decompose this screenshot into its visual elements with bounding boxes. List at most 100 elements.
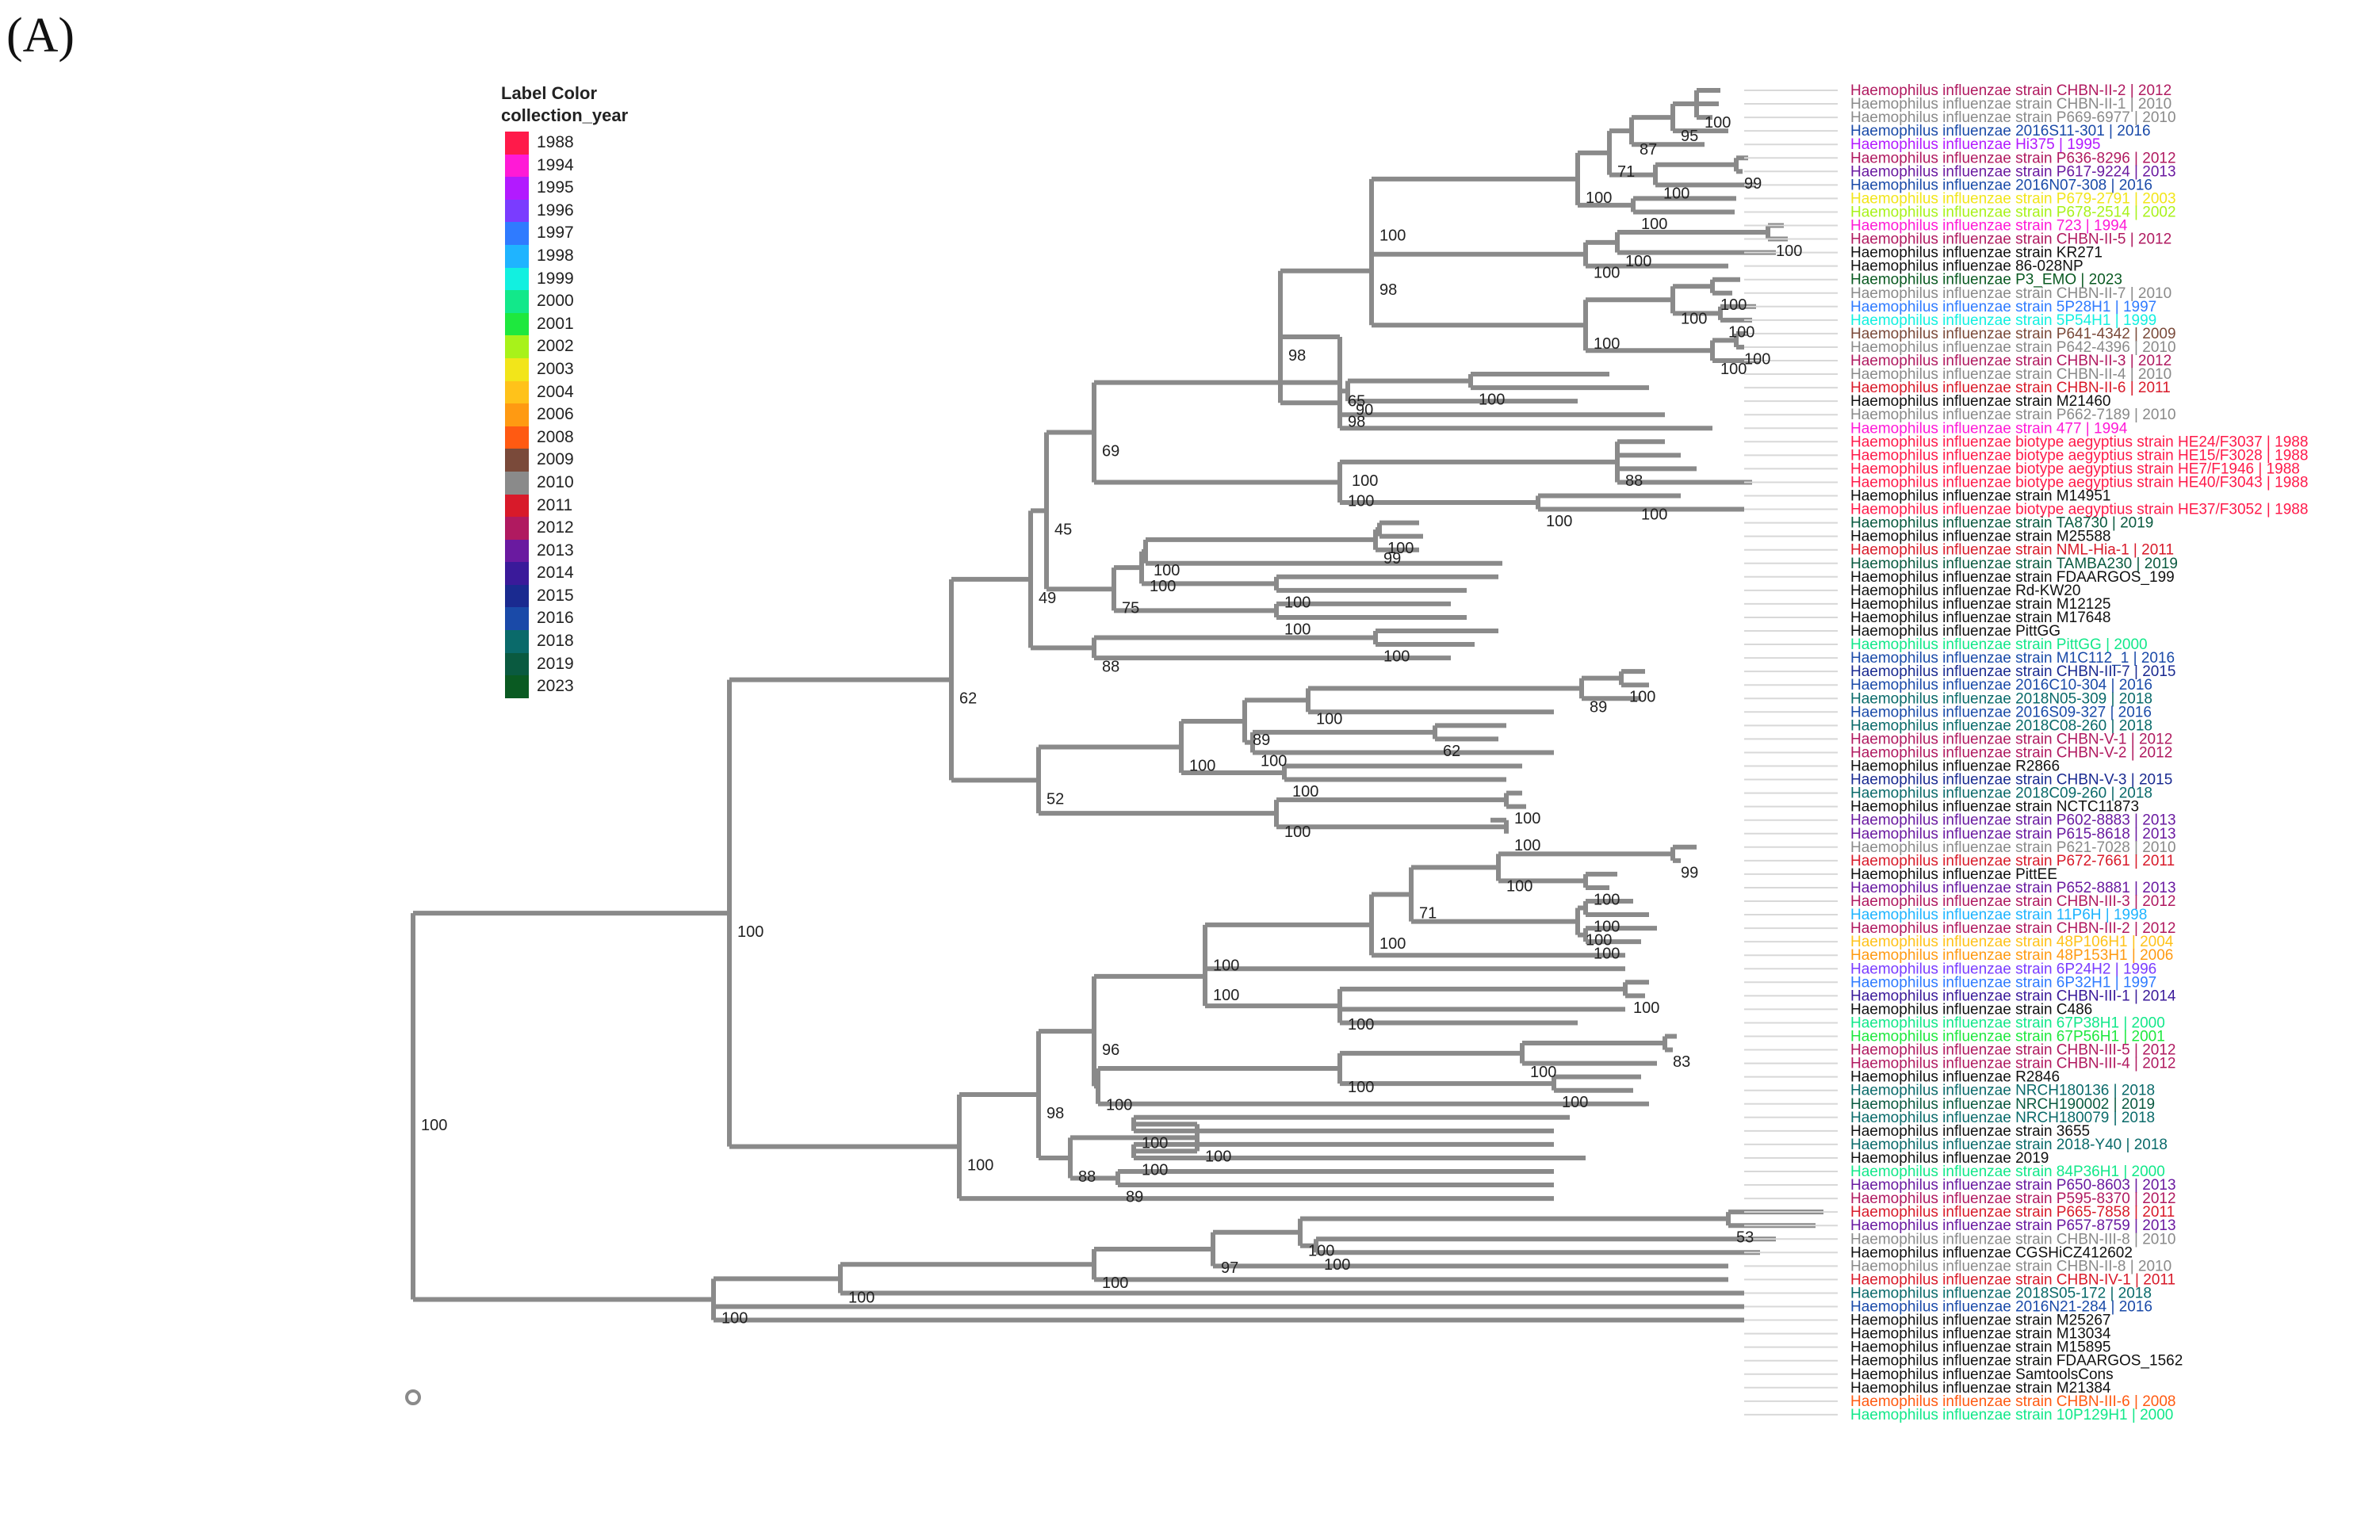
support-value: 100 — [1594, 891, 1620, 908]
tip-label: Haemophilus influenzae NRCH190002 | 2019 — [1850, 1096, 2155, 1113]
legend-year: 1998 — [537, 246, 574, 265]
tip-label: Haemophilus influenzae strain CHBN-III-4… — [1850, 1056, 2175, 1072]
support-value: 100 — [1594, 919, 1620, 936]
support-value: 89 — [1590, 698, 1607, 716]
support-value: 100 — [1205, 1148, 1231, 1165]
support-value: 100 — [1776, 243, 1802, 260]
tip-label: Haemophilus influenzae 2018N05-309 | 201… — [1850, 690, 2152, 707]
support-value: 100 — [1479, 392, 1505, 409]
tip-label: Haemophilus influenzae strain TAMBA230 |… — [1850, 556, 2178, 572]
legend-item: 1995 — [501, 177, 628, 200]
tip-label: Haemophilus influenzae strain NCTC11873 — [1850, 799, 2139, 816]
support-value: 100 — [1348, 492, 1374, 510]
legend-item: 2003 — [501, 357, 628, 381]
legend-item: 1998 — [501, 244, 628, 268]
support-value: 99 — [1383, 550, 1401, 567]
support-value: 100 — [1562, 1094, 1588, 1111]
support-value: 100 — [1142, 1161, 1168, 1179]
support-value: 98 — [1379, 281, 1397, 299]
support-value: 100 — [967, 1157, 993, 1175]
support-value: 100 — [1720, 296, 1747, 314]
legend-swatch — [505, 267, 529, 291]
legend-year: 1997 — [537, 224, 574, 243]
tip-label: Haemophilus influenzae strain P679-2791 … — [1850, 190, 2176, 207]
support-value: 83 — [1673, 1053, 1690, 1071]
tip-label: Haemophilus influenzae strain P615-8618 … — [1850, 826, 2176, 843]
legend-item: 2012 — [501, 517, 628, 540]
support-value: 100 — [1379, 227, 1406, 244]
tip-label: Haemophilus influenzae Rd-KW20 — [1850, 583, 2080, 599]
tip-label: Haemophilus influenzae 2019 — [1850, 1150, 2049, 1167]
tip-label: Haemophilus influenzae strain 5P28H1 | 1… — [1850, 299, 2156, 315]
legend-item: 2019 — [501, 652, 628, 676]
support-value: 100 — [1506, 877, 1532, 895]
tip-label: Haemophilus influenzae strain 11P6H | 19… — [1850, 907, 2147, 923]
support-value: 100 — [1629, 689, 1655, 706]
legend-item: 2016 — [501, 607, 628, 631]
legend-year: 1999 — [537, 269, 574, 288]
support-value: 100 — [1324, 1256, 1350, 1274]
tip-label: Haemophilus influenzae biotype aegyptius… — [1850, 434, 2308, 450]
tip-label: Haemophilus influenzae strain CHBN-II-8 … — [1850, 1258, 2171, 1274]
support-value: 89 — [1126, 1189, 1143, 1206]
tip-label: Haemophilus influenzae 2016N21-284 | 201… — [1850, 1299, 2152, 1316]
support-value: 100 — [1641, 216, 1667, 233]
legend-swatch — [505, 471, 529, 495]
support-values: 100 95 87 99 100 71 100 100 100 100 100 100 100 100 10… — [421, 114, 1802, 1327]
tip-label: Haemophilus influenzae strain M13034 — [1850, 1326, 2111, 1343]
legend-year: 1994 — [537, 155, 574, 174]
tip-label: Haemophilus influenzae biotype aegyptius… — [1850, 474, 2308, 491]
support-value: 49 — [1039, 590, 1056, 607]
support-value: 100 — [1383, 648, 1410, 666]
tip-label: Haemophilus influenzae strain PittGG | 2… — [1850, 636, 2148, 653]
tip-label: Haemophilus influenzae strain CHBN-III-5… — [1850, 1042, 2175, 1059]
legend-item: 2011 — [501, 494, 628, 518]
support-value: 88 — [1625, 472, 1643, 490]
tip-label: Haemophilus influenzae strain 3655 — [1850, 1123, 2090, 1140]
support-value: 100 — [1316, 710, 1342, 728]
support-value: 100 — [1348, 1079, 1374, 1096]
legend-year: 2000 — [537, 292, 574, 311]
legend-year: 2006 — [537, 405, 574, 424]
legend-year: 2015 — [537, 586, 574, 605]
support-value: 100 — [1663, 185, 1689, 203]
tip-label: Haemophilus influenzae strain KR271 — [1850, 245, 2103, 262]
tip-label: Haemophilus influenzae 2016N07-308 | 201… — [1850, 177, 2152, 193]
tip-label: Haemophilus influenzae PittGG — [1850, 623, 2060, 640]
tip-label: Haemophilus influenzae strain P678-2514 … — [1850, 204, 2176, 220]
support-value: 100 — [1348, 1016, 1374, 1034]
tip-label: Haemophilus influenzae strain M14951 — [1850, 488, 2110, 505]
legend-swatch — [505, 607, 529, 631]
support-value: 100 — [1586, 932, 1612, 950]
tip-label: Haemophilus influenzae strain FDAARGOS_1… — [1850, 569, 2175, 586]
support-value: 100 — [1514, 837, 1540, 854]
support-value: 71 — [1617, 163, 1635, 181]
tip-label: Haemophilus influenzae strain NML-Hia-1 … — [1850, 542, 2174, 559]
tip-label: Haemophilus influenzae strain CHBN-III-8… — [1850, 1231, 2175, 1248]
support-value: 53 — [1736, 1229, 1754, 1247]
tip-label: Haemophilus influenzae strain P662-7189 … — [1850, 407, 2176, 423]
tip-label: Haemophilus influenzae strain P617-9224 … — [1850, 163, 2176, 180]
legend-year: 2013 — [537, 541, 574, 560]
tip-label: Haemophilus influenzae strain P641-4342 … — [1850, 326, 2176, 342]
legend-item: 1999 — [501, 267, 628, 291]
support-value: 100 — [1705, 114, 1731, 132]
tip-label: Haemophilus influenzae strain P652-8881 … — [1850, 880, 2176, 896]
support-value: 100 — [1586, 189, 1612, 207]
support-value: 100 — [1284, 823, 1311, 841]
tip-label: Haemophilus influenzae SamtoolsCons — [1850, 1366, 2114, 1383]
tip-label: Haemophilus influenzae strain P595-8370 … — [1850, 1190, 2176, 1207]
support-value: 97 — [1221, 1259, 1238, 1277]
tip-label: Haemophilus influenzae strain FDAARGOS_1… — [1850, 1353, 2183, 1370]
support-value: 100 — [1213, 957, 1239, 975]
legend-swatch — [505, 403, 529, 426]
support-value: 75 — [1122, 599, 1139, 617]
support-value: 100 — [721, 1309, 748, 1327]
legend-year: 2004 — [537, 382, 574, 401]
support-value: 100 — [1379, 935, 1406, 953]
support-value: 100 — [1189, 758, 1215, 775]
legend-item: 1994 — [501, 154, 628, 178]
tip-label: Haemophilus influenzae strain CHBN-II-6 … — [1850, 380, 2171, 396]
tip-label: Haemophilus influenzae 2018S05-172 | 201… — [1850, 1285, 2152, 1301]
support-value: 100 — [1546, 513, 1572, 530]
